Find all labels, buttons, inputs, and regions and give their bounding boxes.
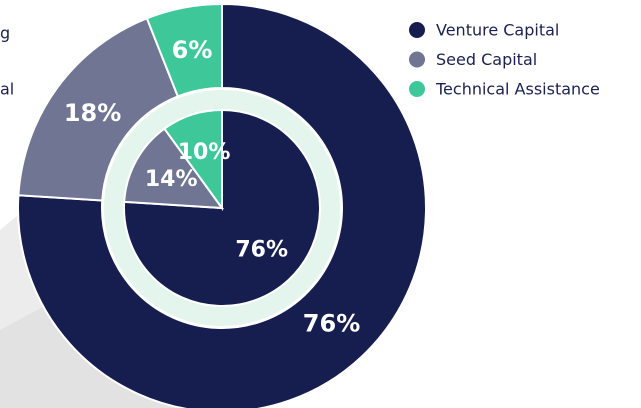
data-label: 10% [178, 140, 231, 165]
pie-slice [145, 2, 223, 98]
legend-label: Technical Assistance [435, 80, 600, 99]
legend-swatch [409, 51, 425, 68]
pie-slice [123, 108, 321, 307]
data-label: 76% [303, 310, 360, 338]
data-label: 18% [64, 99, 121, 127]
pie-slice [123, 127, 225, 210]
legend-label: Venture Capital [436, 21, 559, 40]
legend-swatch [409, 22, 425, 38]
data-label: 6% [172, 36, 213, 64]
pie-slice [17, 17, 180, 202]
pie-slice [17, 2, 427, 408]
pie-slice [163, 108, 223, 212]
panel-text: al [0, 80, 14, 99]
data-label: 76% [235, 237, 288, 262]
legend-label: Seed Capital [436, 50, 537, 69]
panel-text: g [0, 24, 10, 43]
left-panel [0, 0, 30, 118]
data-label: 14% [145, 167, 198, 192]
legend-swatch [409, 81, 425, 97]
